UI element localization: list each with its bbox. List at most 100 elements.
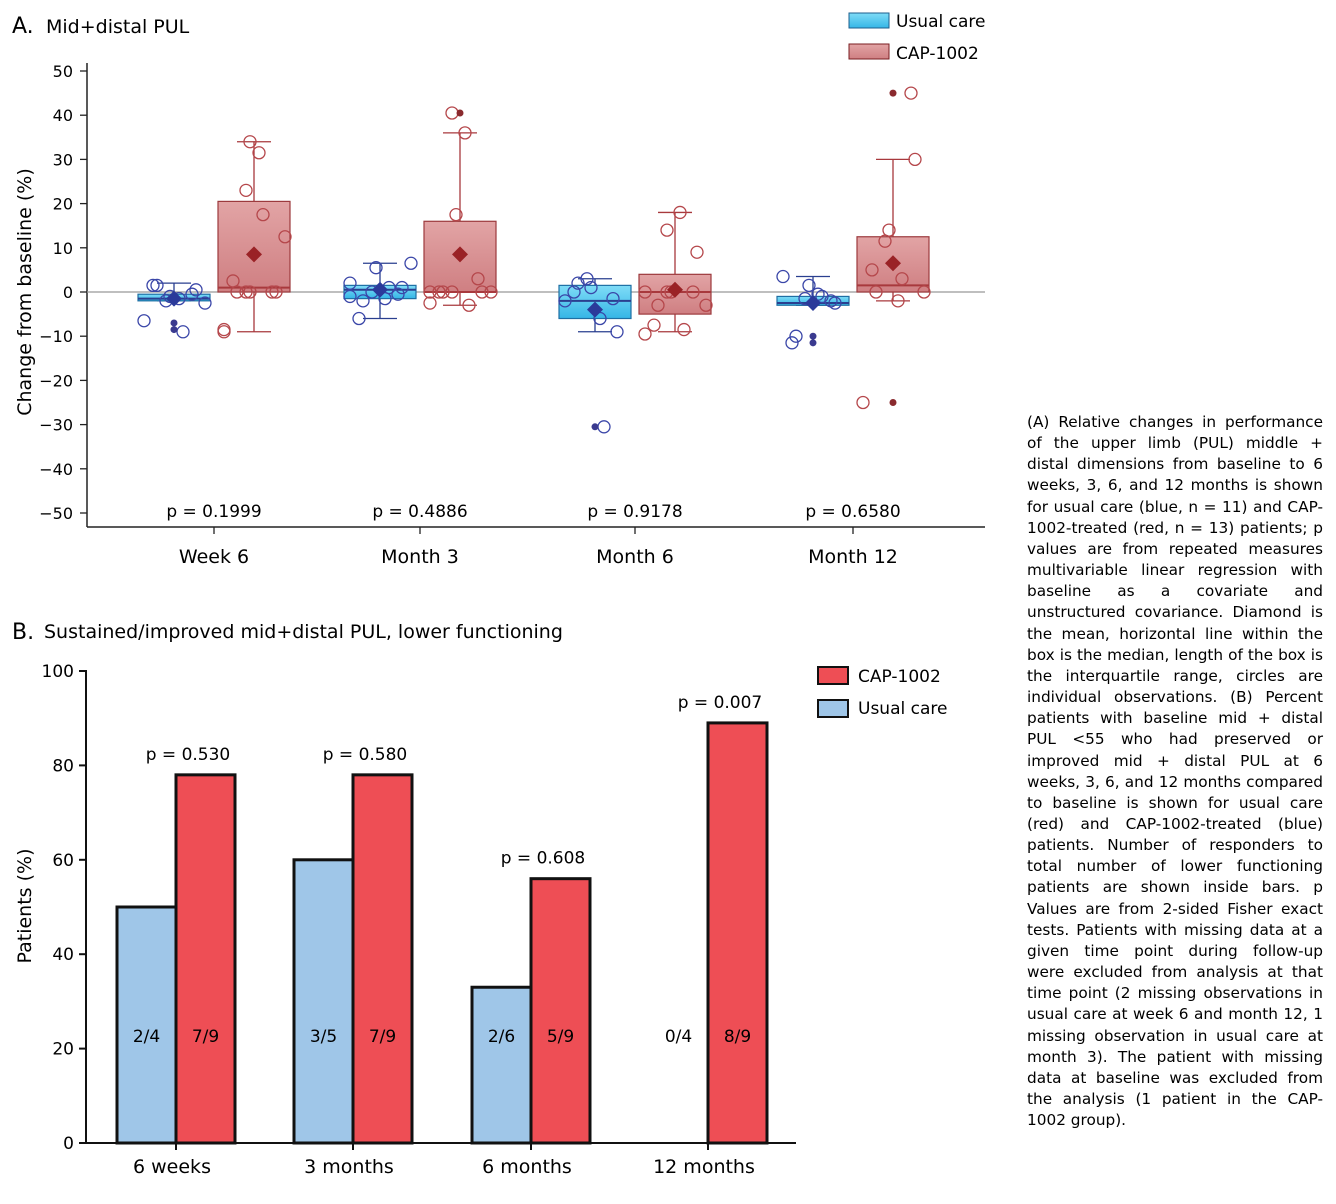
panel-b-x-tick-label: 6 months	[482, 1156, 572, 1178]
bar-count-label: 3/5	[310, 1027, 337, 1047]
observation-point	[917, 285, 931, 299]
panel-a-y-ticks: 50 40 30 20 10 0 −10 −20 −30 −40 −50	[39, 62, 87, 523]
observation-point	[436, 285, 450, 299]
bar-count-label: 5/9	[547, 1027, 574, 1047]
observation-point	[677, 322, 691, 337]
panel-a-title: Mid+distal PUL	[46, 16, 190, 38]
legend-swatch-b-cap-1002	[817, 666, 849, 685]
observation-point	[391, 287, 405, 301]
panel-b-x-tick-label: 6 weeks	[133, 1156, 211, 1178]
observation-point	[243, 135, 257, 149]
outlier-point	[456, 109, 464, 117]
observation-point	[269, 285, 283, 299]
panel-b-p-value: p = 0.608	[501, 849, 586, 869]
observation-point	[462, 298, 476, 312]
panel-b-p-value: p = 0.530	[146, 745, 231, 765]
observation-point	[660, 223, 674, 237]
observation-point	[558, 294, 572, 308]
panel-a-x-tick-label: Week 6	[179, 546, 249, 568]
observation-point	[150, 278, 164, 293]
observation-point	[176, 325, 190, 339]
observation-point	[785, 336, 799, 350]
mean-diamond	[246, 246, 262, 263]
legend-swatch-usual-care	[848, 12, 890, 29]
bar-count-label: 2/6	[488, 1027, 515, 1047]
observation-point	[690, 245, 704, 259]
observation-point	[217, 325, 231, 339]
legend-label-b-usual-care: Usual care	[858, 699, 947, 719]
observation-point	[189, 283, 203, 297]
observation-point	[343, 289, 357, 304]
panel-b-y-tick-label: 60	[52, 851, 74, 871]
observation-point	[597, 420, 611, 434]
observation-point	[239, 285, 253, 299]
observation-point	[673, 205, 687, 220]
box-usual-care-0	[137, 278, 212, 339]
panel-b-y-tick-label: 100	[42, 662, 74, 682]
panel-a-y-tick-label: 20	[53, 195, 73, 214]
panel-a-y-tick-label: −40	[39, 460, 73, 479]
observation-point	[343, 276, 357, 290]
observation-point	[423, 285, 437, 299]
panel-a-p-value: p = 0.1999	[166, 502, 261, 522]
bar-cap-1002	[351, 773, 414, 1145]
observation-point	[891, 294, 905, 308]
panel-a-y-tick-label: 30	[53, 150, 73, 169]
panel-a-x-tick-label: Month 6	[596, 546, 674, 568]
panel-a-x-tick-label: Month 12	[808, 546, 898, 568]
observation-point	[352, 311, 366, 326]
panel-a-p-value: p = 0.9178	[587, 502, 682, 522]
observation-point	[449, 207, 463, 222]
panel-a-y-tick-label: 50	[53, 62, 73, 81]
outlier-point	[809, 339, 817, 347]
panel-b-x-labels: 6 weeks 3 months 6 months 12 months	[133, 1143, 755, 1178]
panel-b-title: Sustained/improved mid+distal PUL, lower…	[44, 621, 563, 643]
observation-point	[256, 207, 270, 222]
outlier-point	[170, 326, 178, 334]
panel-b-y-tick-label: 0	[63, 1134, 74, 1154]
observation-point	[584, 280, 598, 295]
observation-point	[776, 269, 790, 284]
bar-usual-care	[115, 905, 178, 1145]
bar-count-label: 8/9	[724, 1027, 751, 1047]
legend-swatch-cap-1002	[848, 43, 890, 60]
observation-point	[638, 285, 652, 299]
observation-point	[198, 296, 212, 310]
observation-point	[356, 294, 370, 308]
observation-point	[865, 263, 879, 277]
mean-diamond	[885, 255, 901, 272]
observation-point	[185, 287, 199, 301]
box-cap-1002-0	[217, 135, 292, 339]
mean-diamond	[667, 281, 683, 298]
panel-a-boxes	[137, 86, 931, 434]
observation-point	[904, 86, 918, 100]
panel-b-p-value: p = 0.007	[678, 693, 763, 713]
bar-cap-1002	[706, 721, 769, 1145]
observation-point	[475, 285, 489, 299]
observation-point	[828, 296, 842, 310]
observation-point	[895, 272, 909, 286]
panel-b-y-tick-label: 40	[52, 945, 74, 965]
panel-a-y-tick-label: −30	[39, 416, 73, 435]
panel-b-y-ticks: 0 20 40 60 80 100	[42, 662, 86, 1154]
panel-b-bars: 2/4 7/9 p = 0.530 3/5 7/9 p = 0.580 2/6 5/9 p = …	[115, 693, 769, 1145]
bar-count-label: 0/4	[665, 1027, 692, 1047]
observation-point	[647, 318, 661, 332]
outlier-point	[170, 319, 178, 327]
observation-point	[686, 285, 700, 299]
observation-point	[815, 289, 829, 304]
observation-point	[567, 285, 581, 299]
observation-point	[404, 256, 418, 270]
box-cap-1002-2	[638, 205, 713, 341]
observation-point	[802, 278, 816, 293]
panel-a-axes	[86, 63, 985, 528]
panel-a-p-value: p = 0.4886	[372, 502, 467, 522]
observation-point	[265, 285, 279, 299]
box-usual-care-3	[776, 269, 850, 350]
panel-b-y-axis-label: Patients (%)	[14, 849, 36, 964]
figure-caption: (A) Relative changes in performance of t…	[1027, 413, 1323, 1130]
box-cap-1002-1	[423, 106, 498, 312]
mean-diamond	[452, 246, 468, 263]
box-usual-care-1	[343, 256, 418, 326]
outlier-point	[809, 332, 817, 340]
